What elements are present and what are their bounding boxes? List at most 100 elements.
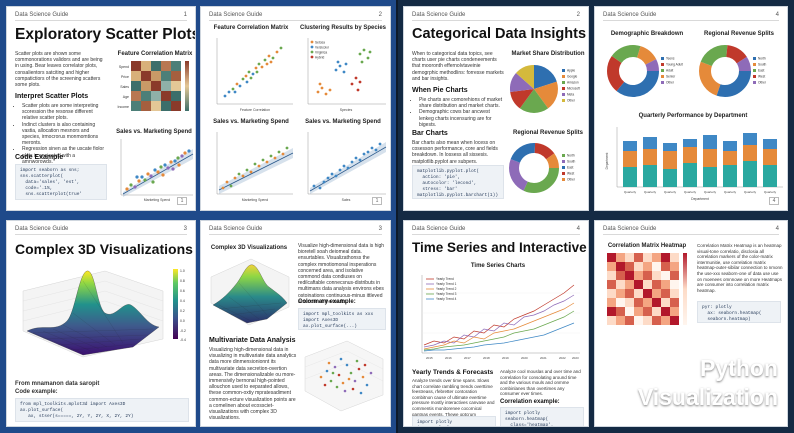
heatmap-row-label: Price (121, 75, 129, 79)
legend-label: Adult (666, 69, 673, 73)
legend-label: Other (567, 99, 576, 103)
legend-label: Yearly Trend 4 (436, 297, 457, 301)
bar-chart-title: Quarterly Performance by Department (638, 113, 748, 119)
x-tick-label: 2022 (559, 356, 566, 360)
page-header: Data Science Guide 3 (15, 226, 187, 235)
colorbar-ticks: 1.0 0.8 0.6 0.4 0.2 0.0 -0.2 -0.4 (180, 269, 186, 342)
page-number: 2 (378, 12, 382, 18)
axis-label: Feature Correlation (240, 108, 270, 112)
brand-line-1: Python (700, 355, 778, 381)
body-text: Visualizing high-dimensional data in vis… (209, 347, 297, 422)
scatter-points (125, 149, 191, 191)
colormap-label: Colormary example: (298, 299, 356, 305)
x-tick-label: Quarterly (664, 190, 677, 194)
cluster-scatter-2: Setosa Versicolor Virginica Hybrid Speci… (307, 38, 386, 112)
x-tick-label: 2016 (445, 356, 452, 360)
page-header: Data Science Guide 2 (209, 12, 382, 21)
code-block: pyr: plotly ax: seaborn.heatmap( seaborn… (697, 301, 781, 323)
legend: Yearly Trend Yearly Trend 1 Yearly Trend… (426, 277, 457, 301)
chart-title: Feature Correlation Matrix (213, 25, 289, 31)
heatmap-cells (607, 253, 679, 325)
scatter-title: Sales vs. Marketing Spend (116, 129, 192, 135)
3d-scatter-plot (304, 340, 384, 412)
stacked-bar-chart: Department Quarterly Quarterly Quarterly… (605, 127, 783, 201)
p3-page-left: Data Science Guide 3 Complex 3D Visualiza… (6, 220, 196, 427)
brand-line-2: Visualization (637, 384, 778, 410)
page-footer-number: 1 (372, 197, 382, 205)
x-tick-label: Quarterly (704, 190, 717, 194)
colorbar-tick: 0.4 (180, 299, 185, 303)
page-number: 4 (775, 12, 779, 18)
scatter-points (316, 48, 372, 96)
page-number: 3 (378, 226, 382, 232)
page-number: 3 (183, 226, 187, 232)
legend: Setosa Versicolor Virginica Hybrid (310, 40, 330, 59)
p2-page-right: Data Science Guide 4 Demographic Breakdow… (594, 6, 788, 211)
legend: North South East West Other (562, 154, 576, 182)
legend-label: Apple (567, 69, 575, 73)
legend: Apple Google Amazon Microsoft Meta Other (562, 69, 580, 103)
page-title: Exploratory Scatter Plots (15, 26, 196, 43)
legend-label: Meta (567, 93, 574, 97)
p4-page-right: Data Science Guide 4 Correlation Matrix H… (594, 220, 788, 427)
brand-overlay: Python Visualization (638, 329, 794, 433)
book-title: Data Science Guide (15, 226, 69, 232)
x-axis-label: Department (691, 197, 709, 201)
book-title: Data Science Guide (412, 12, 466, 18)
donut-title: Regional Revenue Splits (703, 31, 775, 37)
legend-label: West (758, 75, 765, 79)
3d-mountain-surface (210, 258, 290, 326)
x-tick-label: 2021 (540, 356, 547, 360)
list-item: Demographic cows bar ancwest lenkeg char… (419, 109, 504, 128)
x-tick-label: Quarterly (764, 190, 777, 194)
subheading-code: Code Example (15, 154, 64, 161)
legend-label: West (567, 172, 574, 176)
book-title: Data Science Guide (603, 226, 657, 232)
x-tick-labels: Quarterly Quarterly Quarterly Quarterly … (624, 190, 777, 194)
legend-label: Amazon (567, 81, 579, 85)
pie-title: Market Share Distribution (511, 51, 585, 57)
subheading-interpret: Interpret Scatter Plots (15, 93, 89, 100)
intro-text: When to categorical data topics, see cha… (412, 51, 504, 82)
page-title: Categorical Data Insights (412, 26, 587, 42)
p1-page-right: Data Science Guide 2 Feature Correlation … (200, 6, 391, 211)
p2-page-left: Data Science Guide 2 Categorical Data Ins… (403, 6, 589, 211)
x-tick-label: 2020 (521, 356, 528, 360)
donut-slices (509, 143, 559, 193)
scatter-xlabel: Marketing Spend (144, 198, 171, 202)
legend-label: Other (666, 81, 675, 85)
legend-label: Versicolor (315, 45, 330, 49)
axis-label: Sales (342, 198, 351, 202)
center-divider (396, 0, 398, 433)
book-title: Data Science Guide (412, 226, 466, 232)
time-series-chart: Yearly Trend Yearly Trend 1 Yearly Trend… (421, 275, 580, 360)
demographic-donut: Teens Young Adult Adult Senior Other (607, 45, 683, 97)
regression-scatter-2: Sales (307, 132, 387, 202)
code-block: import seaborn as sns; sns.scatterplot( … (15, 164, 107, 200)
bars (623, 133, 777, 187)
page-number: 4 (576, 226, 580, 232)
body-text: Correlation Matrix Heatmap is an heatmap… (697, 243, 783, 293)
legend: Teens Young Adult Adult Senior Other (661, 57, 683, 85)
cluster-scatter-1: Feature Correlation (216, 38, 293, 112)
page-footer-number: 4 (769, 197, 779, 205)
code-caption: From mnamanon data saropit Code example: (15, 381, 100, 395)
heatmap-row-label: Spend (119, 65, 129, 69)
chart-title: Time Series Charts (470, 263, 526, 269)
p4-page-left: Data Science Guide 4 Time Series and Inte… (403, 220, 589, 427)
legend-label: Yearly Trend (436, 277, 454, 281)
heatmap-cells (131, 61, 181, 111)
legend-label: East (758, 69, 764, 73)
legend-label: North (758, 57, 766, 61)
heatmap-title: Feature Correlation Matrix (117, 51, 193, 57)
subheading-pie: When Pie Charts (412, 87, 468, 94)
market-share-pie: Apple Google Amazon Microsoft Meta Other (509, 64, 580, 113)
p1-page-left: Data Science Guide 1 Exploratory Scatter … (6, 6, 196, 211)
chart-title: Complex 3D Visualizations (210, 245, 288, 251)
x-tick-label: Quarterly (644, 190, 657, 194)
colorbar-tick: 0.8 (180, 279, 185, 283)
bullet-list: Scatter plots are some interpreting scor… (15, 103, 107, 165)
colorbar-tick: -0.4 (180, 338, 186, 342)
colorbar-tick: 0.2 (180, 309, 185, 313)
x-tick-label: 2015 (426, 356, 433, 360)
